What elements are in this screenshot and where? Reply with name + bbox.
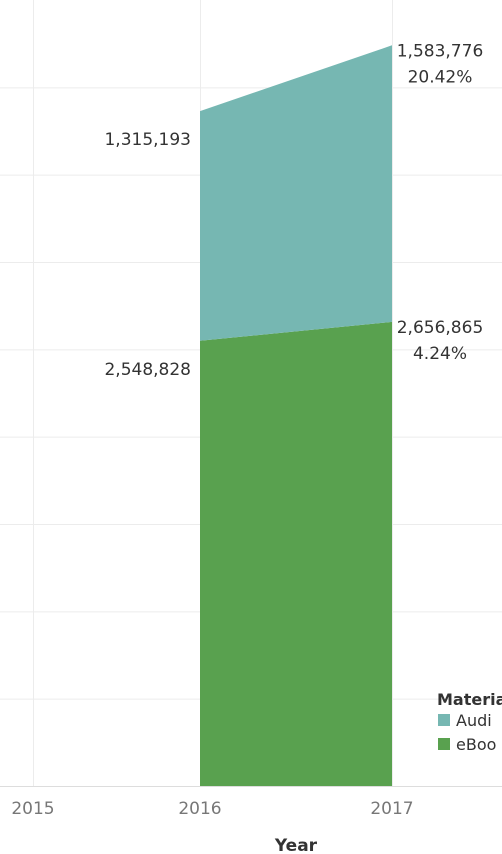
data-label: 1,315,193 xyxy=(104,130,191,150)
legend-item-label: eBoo xyxy=(456,735,496,754)
area-series-0 xyxy=(200,321,392,786)
value-labels: 2,548,828 2,656,865 4.24% 1,315,193 1,583,77… xyxy=(104,41,483,380)
tick-label: 2017 xyxy=(370,799,413,819)
change-label: 20.42% xyxy=(408,67,473,87)
x-axis-title: Year xyxy=(274,836,318,854)
area-series xyxy=(200,45,392,786)
change-label: 4.24% xyxy=(413,344,467,364)
data-label: 2,656,865 xyxy=(397,318,484,338)
data-label: 1,583,776 xyxy=(397,41,484,61)
area-series-1 xyxy=(200,45,392,341)
tick-label: 2016 xyxy=(178,799,221,819)
legend: Materia Audi eBoo xyxy=(437,690,502,754)
x-axis-ticks: 2015 2016 2017 xyxy=(11,799,413,819)
legend-item-label: Audi xyxy=(456,711,492,730)
legend-swatch xyxy=(438,738,450,750)
legend-title: Materia xyxy=(437,690,502,709)
legend-swatch xyxy=(438,714,450,726)
tick-label: 2015 xyxy=(11,799,54,819)
data-label: 2,548,828 xyxy=(104,360,191,380)
